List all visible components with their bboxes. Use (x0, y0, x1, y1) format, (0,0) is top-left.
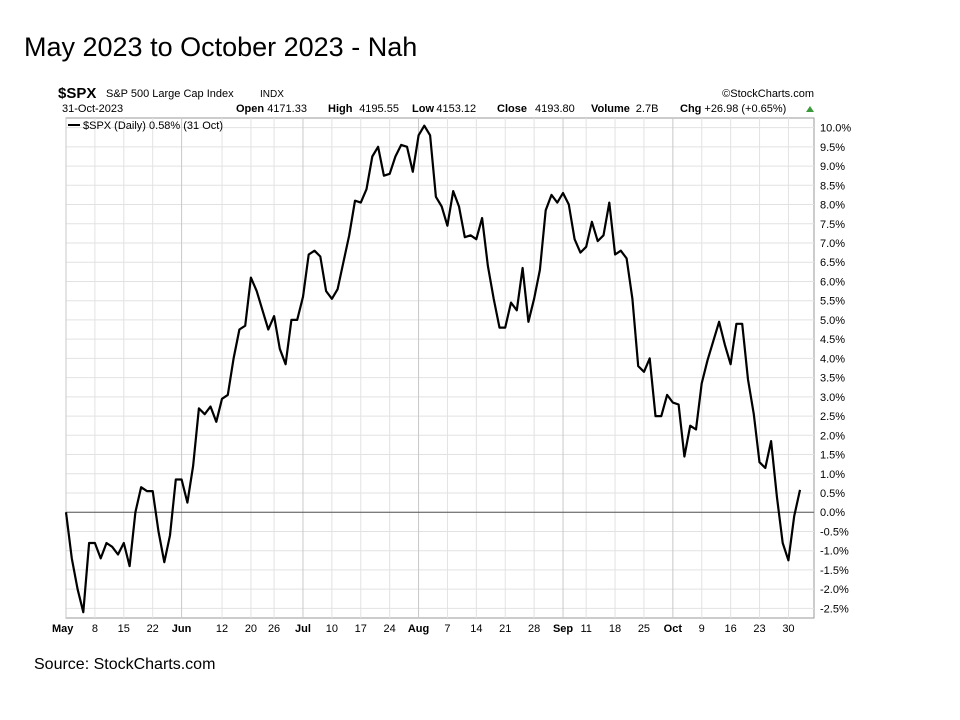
legend-label: $SPX (Daily) 0.58% (31 Oct) (83, 120, 223, 132)
y-tick-label: 0.5% (820, 488, 845, 500)
ohlc-label-close: Close (497, 103, 527, 115)
ohlc-stats: Open 4171.33 High 4195.55 Low 4153.12 Close 419… (236, 103, 786, 115)
y-tick-label: 6.0% (820, 276, 845, 288)
chart-date: 31-Oct-2023 (62, 103, 123, 115)
x-tick-label: 9 (699, 623, 705, 635)
x-tick-label: 26 (268, 623, 280, 635)
x-tick-label: 18 (609, 623, 621, 635)
up-arrow-icon (806, 106, 814, 112)
x-tick-label: Aug (408, 623, 429, 635)
x-tick-label: May (52, 623, 74, 635)
y-tick-label: 9.0% (820, 161, 845, 173)
y-tick-label: -1.5% (820, 565, 849, 577)
y-tick-label: 4.0% (820, 353, 845, 365)
y-tick-label: 9.5% (820, 142, 845, 154)
ohlc-value-high: 4195.55 (359, 103, 399, 115)
chart-brand: ©StockCharts.com (722, 88, 814, 100)
y-tick-label: 8.5% (820, 180, 845, 192)
x-tick-label: 8 (92, 623, 98, 635)
y-tick-label: -1.0% (820, 546, 849, 558)
x-tick-label: 22 (147, 623, 159, 635)
x-tick-label: 30 (782, 623, 794, 635)
ohlc-label-low: Low (412, 103, 434, 115)
x-tick-label: 10 (326, 623, 338, 635)
y-tick-label: 0.0% (820, 507, 845, 519)
x-tick-label: 11 (580, 623, 591, 635)
ohlc-value-open: 4171.33 (267, 103, 307, 115)
x-tick-label: 17 (355, 623, 367, 635)
x-tick-label: Sep (553, 623, 573, 635)
vertical-gridlines (65, 118, 789, 618)
spx-price-line (64, 124, 802, 614)
y-tick-label: 3.0% (820, 392, 845, 404)
y-tick-label: 2.0% (820, 430, 845, 442)
ohlc-value-close: 4193.80 (535, 103, 575, 115)
y-tick-label: 4.5% (820, 334, 845, 346)
ohlc-label-open: Open (236, 103, 264, 115)
y-tick-label: 7.5% (820, 219, 845, 231)
y-tick-label: -0.5% (820, 526, 849, 538)
source-note: Source: StockCharts.com (34, 656, 216, 673)
x-tick-label: 14 (470, 623, 482, 635)
plot-area (65, 117, 815, 619)
x-tick-label: 24 (384, 623, 396, 635)
chart-exchange: INDX (260, 89, 284, 100)
x-tick-label: 23 (753, 623, 765, 635)
y-tick-label: 5.5% (820, 296, 845, 308)
y-tick-label: 6.5% (820, 257, 845, 269)
x-tick-label: 28 (528, 623, 540, 635)
x-tick-label: Jun (172, 623, 192, 635)
chart-symbol: $SPX (58, 85, 96, 102)
y-tick-label: 2.5% (820, 411, 845, 423)
x-axis-labels: May 8 15 22 Jun 12 20 26 Jul 10 17 24 Aug 7 14 21 28 Sep 1… (52, 623, 795, 635)
y-tick-label: -2.5% (820, 603, 849, 615)
y-tick-label: 1.0% (820, 469, 845, 481)
y-tick-label: 3.5% (820, 373, 845, 385)
y-tick-label: 1.5% (820, 450, 845, 462)
y-tick-label: -2.0% (820, 584, 849, 596)
y-tick-label: 5.0% (820, 315, 845, 327)
x-tick-label: 16 (725, 623, 737, 635)
x-tick-label: 7 (444, 623, 450, 635)
y-axis-labels: 10.0% 9.5% 9.0% 8.5% 8.0% 7.5% 7.0% 6.5% 6.0% 5.5… (820, 123, 851, 616)
ohlc-value-chg: +26.98 (+0.65%) (704, 103, 786, 115)
x-tick-label: Jul (295, 623, 311, 635)
slide-title: May 2023 to October 2023 - Nah (24, 32, 418, 62)
x-tick-label: 20 (245, 623, 257, 635)
ohlc-label-high: High (328, 103, 353, 115)
ohlc-label-volume: Volume (591, 103, 630, 115)
ohlc-value-low: 4153.12 (436, 103, 476, 115)
x-tick-label: 15 (118, 623, 130, 635)
y-tick-label: 10.0% (820, 123, 851, 135)
x-tick-label: 25 (638, 623, 650, 635)
ohlc-label-chg: Chg (680, 103, 701, 115)
horizontal-gridlines (66, 127, 814, 609)
x-tick-label: Oct (664, 623, 683, 635)
x-tick-label: 21 (499, 623, 511, 635)
y-tick-label: 8.0% (820, 200, 845, 212)
ohlc-value-volume: 2.7B (636, 103, 659, 115)
x-tick-label: 12 (216, 623, 228, 635)
chart-index-name: S&P 500 Large Cap Index (106, 88, 234, 100)
y-tick-label: 7.0% (820, 238, 845, 250)
